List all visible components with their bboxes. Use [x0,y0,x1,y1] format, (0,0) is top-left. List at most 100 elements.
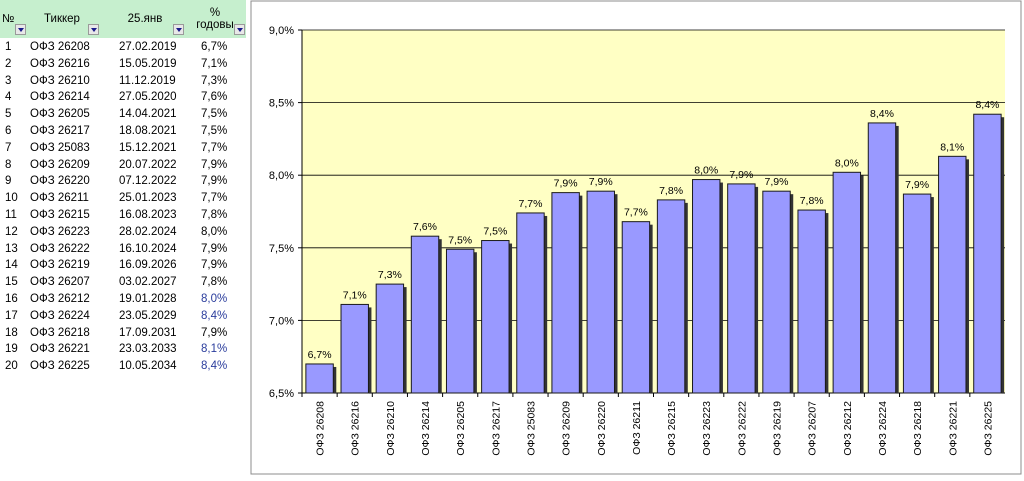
bar [445,248,475,394]
row-date: 23.03.2033 [119,343,177,356]
filter-dropdown-icon[interactable] [173,24,184,35]
row-date: 16.10.2024 [119,242,177,255]
y-tick-label: 7,0% [269,315,294,327]
bar [938,155,967,394]
row-pct: 7,1% [201,57,228,70]
row-ticker: ОФЗ 26220 [30,175,90,188]
bar [516,212,545,394]
bar [305,363,334,394]
row-date: 11.12.2019 [119,74,176,87]
row-ticker: ОФЗ 26211 [30,192,89,205]
x-tick-label: ОФЗ 26208 [315,401,327,456]
data-label: 7,9% [729,169,753,181]
data-label: 7,7% [519,198,543,210]
row-num: 2 [5,57,12,70]
row-date: 28.02.2024 [119,225,177,238]
row-ticker: ОФЗ 26221 [30,343,90,356]
row-pct: 8,4% [201,360,228,373]
row-pct: 7,9% [201,175,228,188]
bar [621,221,651,394]
data-label: 7,9% [765,176,789,188]
x-tick-label: ОФЗ 26212 [842,401,854,456]
data-label: 8,0% [694,165,718,177]
row-pct: 7,7% [201,141,228,154]
x-tick-label: ОФЗ 26219 [772,401,784,456]
data-label: 8,4% [975,99,999,111]
row-date: 27.02.2019 [119,41,177,53]
row-ticker: ОФЗ 26223 [30,225,90,238]
header-date: 25.янв [127,13,163,25]
row-num: 8 [5,158,12,171]
row-ticker: ОФЗ 26218 [30,326,90,339]
table-row: 6 ОФЗ 26217 18.08.2021 7,5% [0,123,246,139]
row-pct: 7,5% [201,125,228,137]
data-label: 7,7% [624,207,648,219]
filter-dropdown-icon[interactable] [15,24,26,35]
row-date: 03.02.2027 [119,276,177,289]
row-date: 15.05.2019 [119,57,177,70]
x-tick-label: ОФЗ 26207 [807,401,819,456]
table-row: 8 ОФЗ 26209 20.07.2022 7,9% [0,157,246,173]
header-num: № [2,13,15,25]
row-pct: 7,5% [201,108,228,121]
row-date: 19.01.2028 [119,293,177,305]
row-ticker: ОФЗ 26217 [30,125,90,137]
row-pct: 7,9% [201,259,228,272]
y-tick-label: 9,0% [269,25,294,37]
row-pct: 7,3% [201,74,228,87]
x-tick-label: ОФЗ 26222 [736,401,748,456]
row-num: 11 [5,209,17,221]
table-row: 19 ОФЗ 26221 23.03.2033 8,1% [0,341,246,357]
data-label: 7,3% [378,269,402,281]
row-ticker: ОФЗ 26215 [30,209,90,221]
row-num: 1 [5,41,12,53]
row-ticker: ОФЗ 26207 [30,276,90,289]
row-num: 14 [5,259,18,272]
data-label: 7,5% [483,226,507,238]
row-num: 12 [5,225,18,238]
x-tick-label: ОФЗ 26211 [631,401,643,455]
row-ticker: ОФЗ 26214 [30,91,90,104]
row-ticker: ОФЗ 26222 [30,242,90,255]
row-pct: 8,4% [201,309,228,322]
row-ticker: ОФЗ 26208 [30,41,90,53]
bar [692,179,721,394]
bar [340,303,369,394]
table-row: 9 ОФЗ 26220 07.12.2022 7,9% [0,173,246,189]
row-ticker: ОФЗ 25083 [30,141,90,154]
data-label: 7,9% [589,176,613,188]
row-num: 19 [5,343,18,356]
row-ticker: ОФЗ 26219 [30,259,90,272]
x-tick-label: ОФЗ 26224 [877,401,889,456]
header-pct-line1: % [209,7,221,19]
bar [902,193,932,394]
y-tick-label: 8,5% [269,98,294,110]
row-date: 18.08.2021 [119,125,177,137]
data-label: 7,8% [659,185,683,197]
row-num: 20 [5,360,18,373]
row-num: 17 [5,309,18,322]
table-row: 1 ОФЗ 26208 27.02.2019 6,7% [0,39,246,55]
x-tick-label: ОФЗ 26218 [912,401,924,456]
data-label: 7,9% [554,178,578,190]
row-date: 16.08.2023 [119,209,177,221]
row-num: 16 [5,293,18,305]
data-label: 8,0% [835,157,859,169]
row-pct: 7,8% [201,209,228,221]
row-date: 16.09.2026 [119,259,177,272]
spreadsheet-table: № Тиккер 25.янв % годовы 1 ОФЗ 26208 27.02… [0,0,246,476]
bar [762,190,791,394]
x-tick-label: ОФЗ 25083 [525,401,537,456]
table-row: 18 ОФЗ 26218 17.09.2031 7,9% [0,325,246,341]
data-label: 7,6% [413,221,437,233]
y-tick-label: 8,0% [269,170,294,182]
table-row: 16 ОФЗ 26212 19.01.2028 8,0% [0,291,246,307]
x-tick-label: ОФЗ 26220 [596,401,608,456]
x-tick-label: ОФЗ 26215 [666,401,678,456]
filter-dropdown-icon[interactable] [234,24,245,35]
x-tick-label: ОФЗ 26214 [420,401,432,456]
data-label: 6,7% [308,349,332,361]
plot-area [302,30,1005,393]
filter-dropdown-icon[interactable] [88,24,99,35]
x-tick-label: ОФЗ 26216 [350,401,362,456]
